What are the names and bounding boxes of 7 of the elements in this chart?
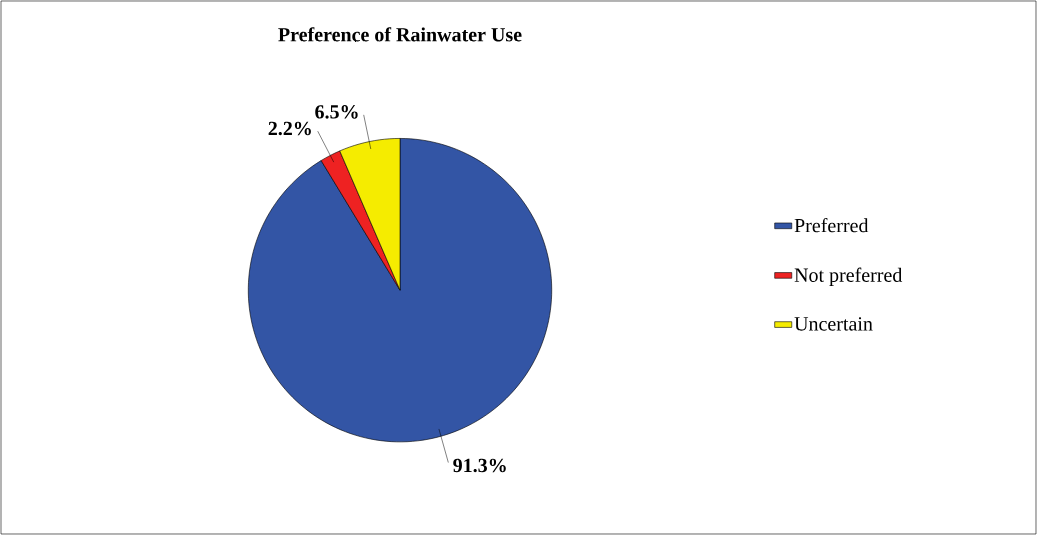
data-label: 91.3%	[453, 458, 506, 473]
legend-label: Uncertain	[794, 317, 873, 331]
legend-label: Preferred	[794, 218, 869, 233]
legend-label: Not preferred	[794, 267, 903, 286]
data-label: 2.2%	[268, 121, 311, 136]
chart-title: Preference of Rainwater Use	[278, 27, 522, 42]
data-label: 6.5%	[315, 105, 358, 119]
